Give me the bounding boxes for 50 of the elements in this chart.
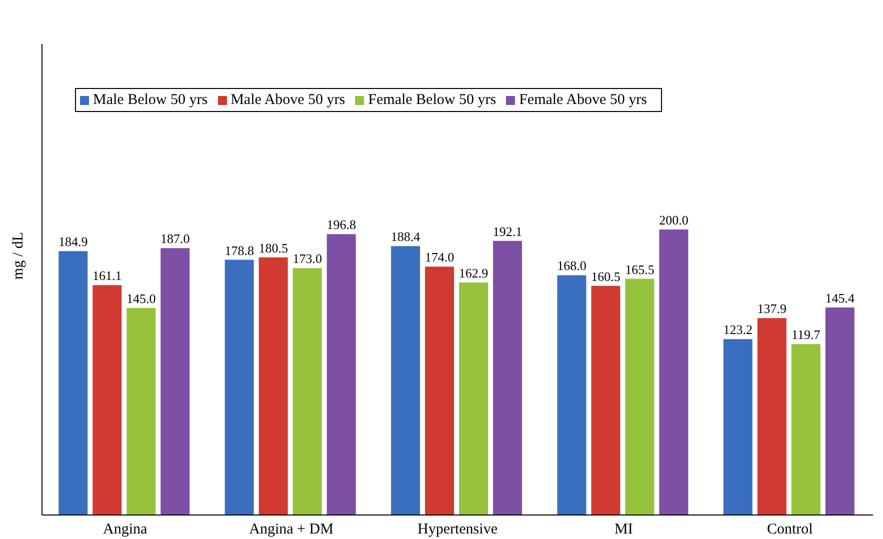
x-tick-label: Angina + DM [249,522,334,538]
data-label: 180.5 [258,240,288,256]
data-label: 174.0 [424,250,454,265]
data-label: 123.2 [723,322,753,338]
bar [723,339,752,515]
x-tick-label: Angina [103,522,148,538]
bar [292,268,322,515]
data-label: 196.8 [326,217,356,232]
data-label: 168.0 [557,258,586,274]
bar [459,282,488,515]
bar [591,286,620,515]
data-label: 162.9 [458,265,488,280]
data-label: 200.0 [659,212,688,228]
legend-label: Female Below 50 yrs [368,92,496,108]
legend-label: Female Above 50 yrs [519,92,647,108]
bar [757,318,786,515]
bar [92,285,122,515]
x-tick-label: MI [614,522,633,538]
data-label: 165.5 [625,262,654,277]
data-label: 192.1 [492,224,522,239]
data-label: 137.9 [757,301,787,316]
data-label: 160.5 [591,268,620,284]
data-label: 119.7 [792,327,821,342]
bar [58,251,88,515]
bar [557,275,586,515]
bar [825,307,854,515]
bar [493,240,522,515]
data-label: 178.8 [224,242,254,258]
bar [391,246,420,515]
bar [126,308,156,515]
data-label: 184.9 [58,234,88,250]
bar [224,260,254,515]
x-tick-label: Control [766,522,813,538]
data-label: 145.0 [126,291,156,306]
bar [160,248,190,515]
legend-label: Male Below 50 yrs [93,92,208,108]
bar [625,278,654,515]
data-label: 161.1 [92,268,122,284]
y-axis-title: mg / dL [10,232,26,280]
bar [326,234,356,515]
bar [425,266,454,515]
bar [258,257,288,515]
data-label: 187.0 [160,231,190,246]
data-label: 145.4 [825,290,856,306]
x-tick-label: Hypertensive [418,522,498,538]
bar [791,344,820,515]
legend-label: Male Above 50 yrs [230,92,346,108]
bar [659,230,688,515]
data-label: 188.4 [390,229,421,244]
data-label: 173.0 [292,251,322,266]
